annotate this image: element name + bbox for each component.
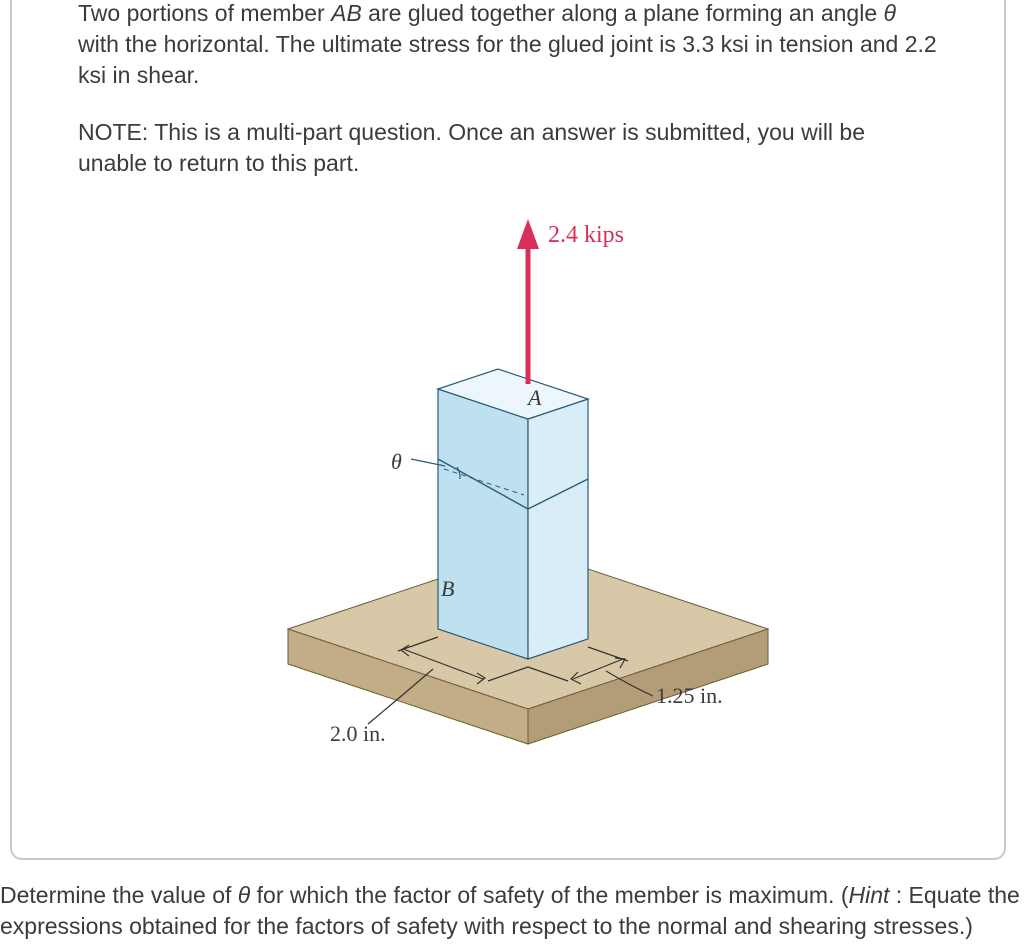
text-run: are glued together along a plane forming… [362, 0, 884, 26]
question-text: Determine the value of θ for which the f… [0, 880, 1024, 942]
figure: 2.4 kips A B θ 2.0 in. 1.25 in. [228, 209, 788, 769]
theta-symbol: θ [238, 882, 250, 908]
note-text: NOTE: This is a multi-part question. Onc… [78, 117, 938, 179]
page: Two portions of member AB are glued toge… [0, 0, 1024, 951]
member-ab-italic: AB [331, 0, 362, 26]
label-theta: θ [391, 447, 402, 477]
text-run: NOTE: This is a multi-part question. Onc… [78, 119, 865, 176]
text-run: with the horizontal. The ultimate stress… [78, 31, 937, 88]
problem-panel: Two portions of member AB are glued toge… [10, 0, 1006, 860]
hint-label: Hint [848, 882, 889, 908]
problem-statement: Two portions of member AB are glued toge… [78, 0, 938, 91]
text-run: for which the factor of safety of the me… [250, 882, 848, 908]
label-b: B [441, 574, 454, 604]
label-dim1: 2.0 in. [330, 719, 386, 749]
theta-symbol: θ [884, 0, 896, 26]
force-arrow [517, 219, 539, 384]
text-run: Two portions of member [78, 0, 331, 26]
force-label: 2.4 kips [548, 219, 624, 251]
text-run: Determine the value of [0, 882, 238, 908]
label-a: A [528, 383, 541, 413]
label-dim2: 1.25 in. [656, 681, 723, 711]
column [438, 369, 588, 659]
